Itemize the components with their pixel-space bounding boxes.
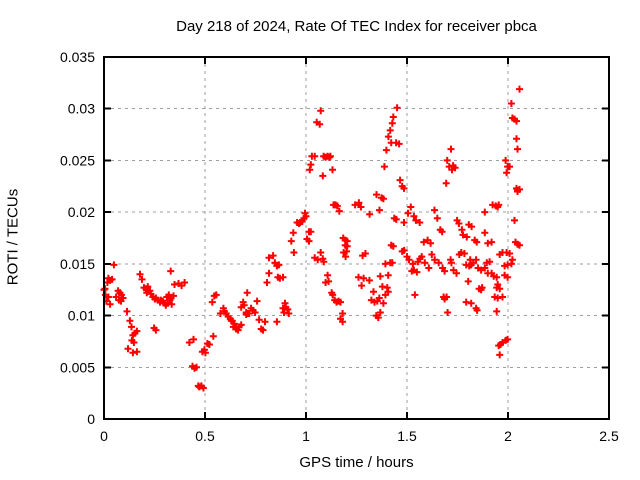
- x-tick-label: 2: [504, 428, 512, 444]
- plot-border: [103, 56, 610, 420]
- x-tick-label: 2.5: [599, 428, 619, 444]
- tick-marks: [103, 56, 610, 420]
- y-tick-label: 0.01: [68, 308, 95, 324]
- y-tick-label: 0.02: [68, 204, 95, 220]
- y-tick-label: 0.025: [60, 152, 95, 168]
- x-axis-title: GPS time / hours: [299, 454, 414, 471]
- y-tick-label: 0.03: [68, 101, 95, 117]
- chart-title: Day 218 of 2024, Rate Of TEC Index for r…: [176, 18, 537, 35]
- tick-labels: 0 0.5 1 1.5 2 2.5 0 0.005 0.01 0.015 0.02 0.025 0.03…: [60, 49, 619, 444]
- y-tick-label: 0.015: [60, 256, 95, 272]
- scatter-points: [100, 85, 523, 392]
- y-tick-label: 0.035: [60, 49, 95, 65]
- x-tick-label: 0.5: [195, 428, 215, 444]
- x-tick-label: 1: [302, 428, 310, 444]
- y-tick-label: 0.005: [60, 359, 95, 375]
- x-tick-label: 0: [100, 428, 108, 444]
- gridlines: [104, 57, 609, 419]
- x-tick-label: 1.5: [397, 428, 417, 444]
- y-tick-label: 0: [87, 411, 95, 427]
